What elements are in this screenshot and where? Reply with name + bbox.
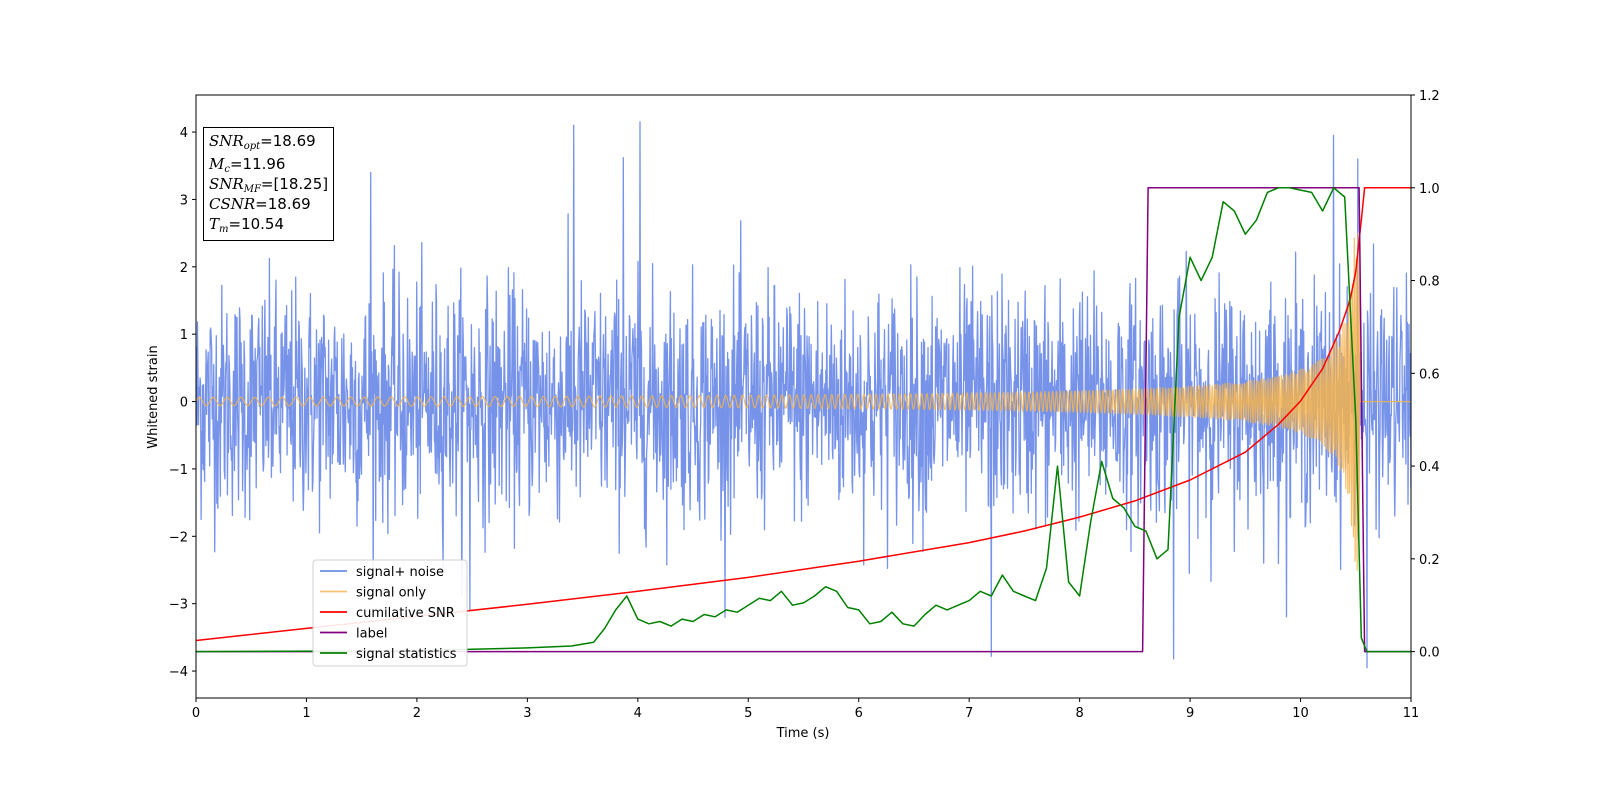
legend-label: signal statistics [356,647,457,662]
y-axis-right: 0.0 0.2 0.4 0.6 0.8 1.0 1.2 [1411,89,1440,661]
y-tick-label: 4 [180,126,188,141]
x-axis: 0 1 2 3 4 5 6 7 8 9 10 11 [192,698,1419,721]
legend-label: signal+ noise [356,565,444,580]
info-csnr: CSNR=18.69 [209,195,311,213]
y2-tick-label: 0.8 [1419,275,1440,290]
y-tick-label: 0 [180,396,188,411]
info-mc: Mc=11.96 [209,155,286,175]
x-tick-label: 4 [634,706,642,721]
x-tick-label: 8 [1075,706,1083,721]
y2-tick-label: 1.0 [1419,182,1440,197]
x-tick-label: 5 [744,706,752,721]
info-tm: Tm=10.54 [209,215,285,235]
legend-label: cumilative SNR [356,606,455,621]
x-tick-label: 9 [1186,706,1194,721]
y-tick-label: −3 [169,598,188,613]
y2-tick-label: 0.6 [1419,367,1440,382]
y2-tick-label: 0.4 [1419,460,1440,475]
y-tick-label: −2 [169,530,188,545]
x-tick-label: 3 [523,706,531,721]
y2-tick-label: 0.0 [1419,646,1440,661]
x-tick-label: 0 [192,706,200,721]
y-tick-label: 3 [180,193,188,208]
y-axis-label: Whitened strain [146,345,161,448]
y-tick-label: 1 [180,328,188,343]
x-tick-label: 2 [413,706,421,721]
y-axis-left: −4 −3 −2 −1 0 1 2 3 4 [169,126,196,680]
x-tick-label: 11 [1403,706,1420,721]
series-layer [196,121,1411,669]
y2-tick-label: 1.2 [1419,89,1440,104]
x-tick-label: 6 [855,706,863,721]
snr-info-box: SNRopt=18.69 Mc=11.96 SNRMF=[18.25] CSNR… [203,127,334,241]
plot-frame [195,94,1412,699]
series-cumulative-snr [196,187,1411,642]
x-tick-label: 7 [965,706,973,721]
info-snr-opt: SNRopt=18.69 [209,132,316,152]
legend-label: label [356,627,387,642]
series-signal-statistics [196,187,1411,653]
y-tick-label: 2 [180,261,188,276]
x-tick-label: 10 [1292,706,1309,721]
y-tick-label: −1 [169,463,188,478]
x-tick-label: 1 [302,706,310,721]
y2-tick-label: 0.2 [1419,553,1440,568]
legend-label: signal only [356,586,426,601]
series-signal-only [196,232,1411,571]
legend-frame [312,559,468,667]
series-signal-noise [196,121,1411,669]
legend: signal+ noise signal only cumilative SNR la… [312,559,468,667]
x-axis-label: Time (s) [776,726,830,741]
info-snr-mf: SNRMF=[18.25] [209,175,329,195]
y-tick-label: −4 [169,665,188,680]
